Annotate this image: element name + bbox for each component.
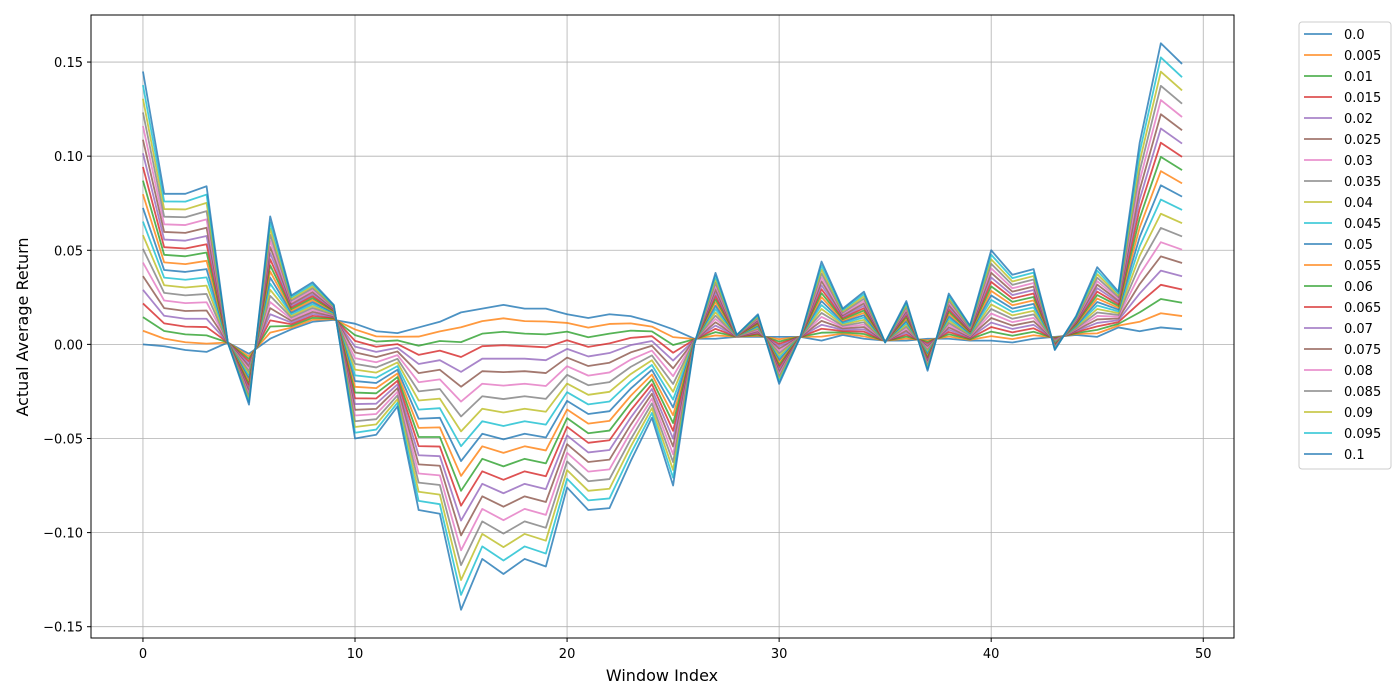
y-tick-label: 0.00 (54, 338, 83, 353)
x-tick-label: 20 (559, 647, 576, 662)
legend-label: 0.055 (1344, 259, 1381, 274)
legend-label: 0.08 (1344, 364, 1373, 379)
legend-label: 0.045 (1344, 217, 1381, 232)
y-tick-label: −0.05 (43, 432, 83, 447)
series-line (142, 127, 1183, 522)
legend-label: 0.075 (1344, 343, 1381, 358)
legend-label: 0.03 (1344, 154, 1373, 169)
y-axis-ticks: −0.15 −0.10 −0.05 0.00 0.05 0.10 0.15 (43, 56, 91, 636)
y-tick-label: 0.05 (54, 244, 83, 259)
series-line (142, 298, 1183, 360)
series-line (142, 212, 1183, 433)
legend-label: 0.015 (1344, 91, 1381, 106)
legend-label: 0.06 (1344, 280, 1373, 295)
series-line (142, 198, 1183, 448)
legend-label: 0.04 (1344, 196, 1373, 211)
legend-label: 0.02 (1344, 112, 1373, 127)
legend-label: 0.1 (1344, 448, 1365, 463)
y-tick-label: 0.15 (54, 56, 83, 71)
series-line (142, 141, 1183, 507)
legend-label: 0.095 (1344, 427, 1381, 442)
legend-label: 0.07 (1344, 322, 1373, 337)
series-line (142, 227, 1183, 418)
series-line (142, 156, 1183, 492)
legend-label: 0.01 (1344, 70, 1373, 85)
series-line (142, 241, 1183, 403)
legend-label: 0.065 (1344, 301, 1381, 316)
series-line (142, 56, 1183, 596)
series-line (142, 312, 1183, 358)
series-line (142, 99, 1183, 552)
series-line (142, 255, 1183, 388)
x-tick-label: 0 (139, 647, 147, 662)
series-line (142, 303, 1183, 355)
x-tick-label: 10 (347, 647, 364, 662)
y-tick-label: −0.10 (43, 527, 83, 542)
legend-label: 0.025 (1344, 133, 1381, 148)
series-line (142, 170, 1183, 477)
x-axis-label: Window Index (606, 666, 718, 685)
legend: 0.0 0.005 0.01 0.015 0.02 0.025 0.03 0.035 0.04 0… (1298, 21, 1392, 470)
legend-label: 0.05 (1344, 238, 1373, 253)
legend-box (1298, 21, 1392, 470)
legend-label: 0.09 (1344, 406, 1373, 421)
legend-label: 0.085 (1344, 385, 1381, 400)
x-tick-label: 40 (983, 647, 1000, 662)
legend-label: 0.0 (1344, 28, 1365, 43)
y-axis-label: Actual Average Return (13, 237, 32, 416)
series-line (142, 42, 1183, 611)
series-line (142, 269, 1183, 373)
series-line (142, 113, 1183, 537)
axes-border (90, 14, 1235, 639)
x-tick-label: 50 (1195, 647, 1212, 662)
series-line (142, 283, 1183, 363)
series-line (142, 184, 1183, 462)
x-axis-ticks: 0 10 20 30 40 50 (139, 638, 1212, 662)
axes-frame (90, 14, 1235, 639)
x-tick-label: 30 (771, 647, 788, 662)
y-tick-label: 0.10 (54, 150, 83, 165)
legend-label: 0.035 (1344, 175, 1381, 190)
series-line (142, 70, 1183, 581)
y-tick-label: −0.15 (43, 621, 83, 636)
legend-label: 0.005 (1344, 49, 1381, 64)
series-lines (142, 42, 1183, 611)
series-line (142, 84, 1183, 567)
